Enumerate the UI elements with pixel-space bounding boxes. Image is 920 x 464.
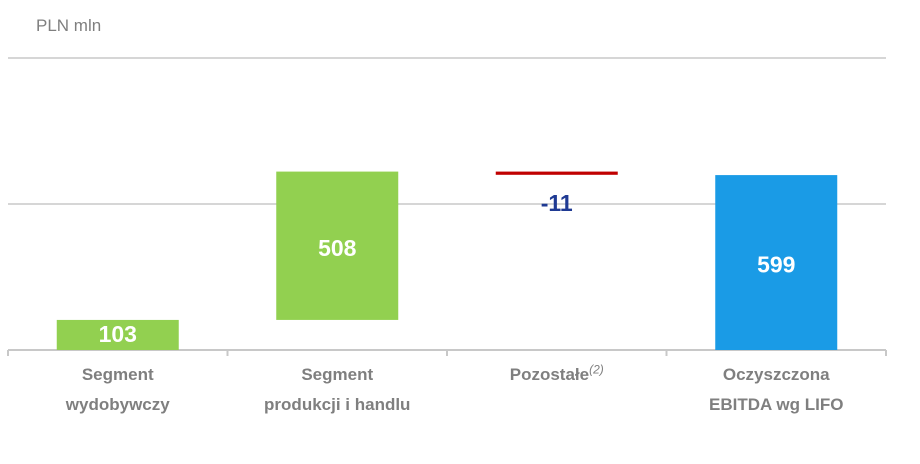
bar: [495, 171, 618, 175]
chart-title: PLN mln: [36, 16, 102, 35]
x-tick-label: Oczyszczona EBITDA wg LIFO: [701, 360, 851, 420]
category-name: Pozostałe: [509, 365, 590, 384]
value-label: 508: [318, 235, 357, 261]
x-tick-label: Pozostałe(2): [482, 360, 632, 390]
value-label: 599: [757, 252, 795, 278]
bar: [715, 175, 838, 350]
category-name: Oczyszczona EBITDA wg LIFO: [709, 365, 844, 414]
value-label: 103: [99, 321, 137, 347]
category-name: Segment wydobywczy: [65, 365, 170, 414]
x-tick-label: Segment wydobywczy: [43, 360, 193, 420]
footnote-mark: (2): [589, 362, 604, 377]
category-name: Segment produkcji i handlu: [264, 365, 411, 414]
value-label: -11: [541, 190, 573, 216]
bar: [56, 319, 179, 350]
x-tick-label: Segment produkcji i handlu: [262, 360, 412, 420]
bar: [276, 171, 399, 320]
